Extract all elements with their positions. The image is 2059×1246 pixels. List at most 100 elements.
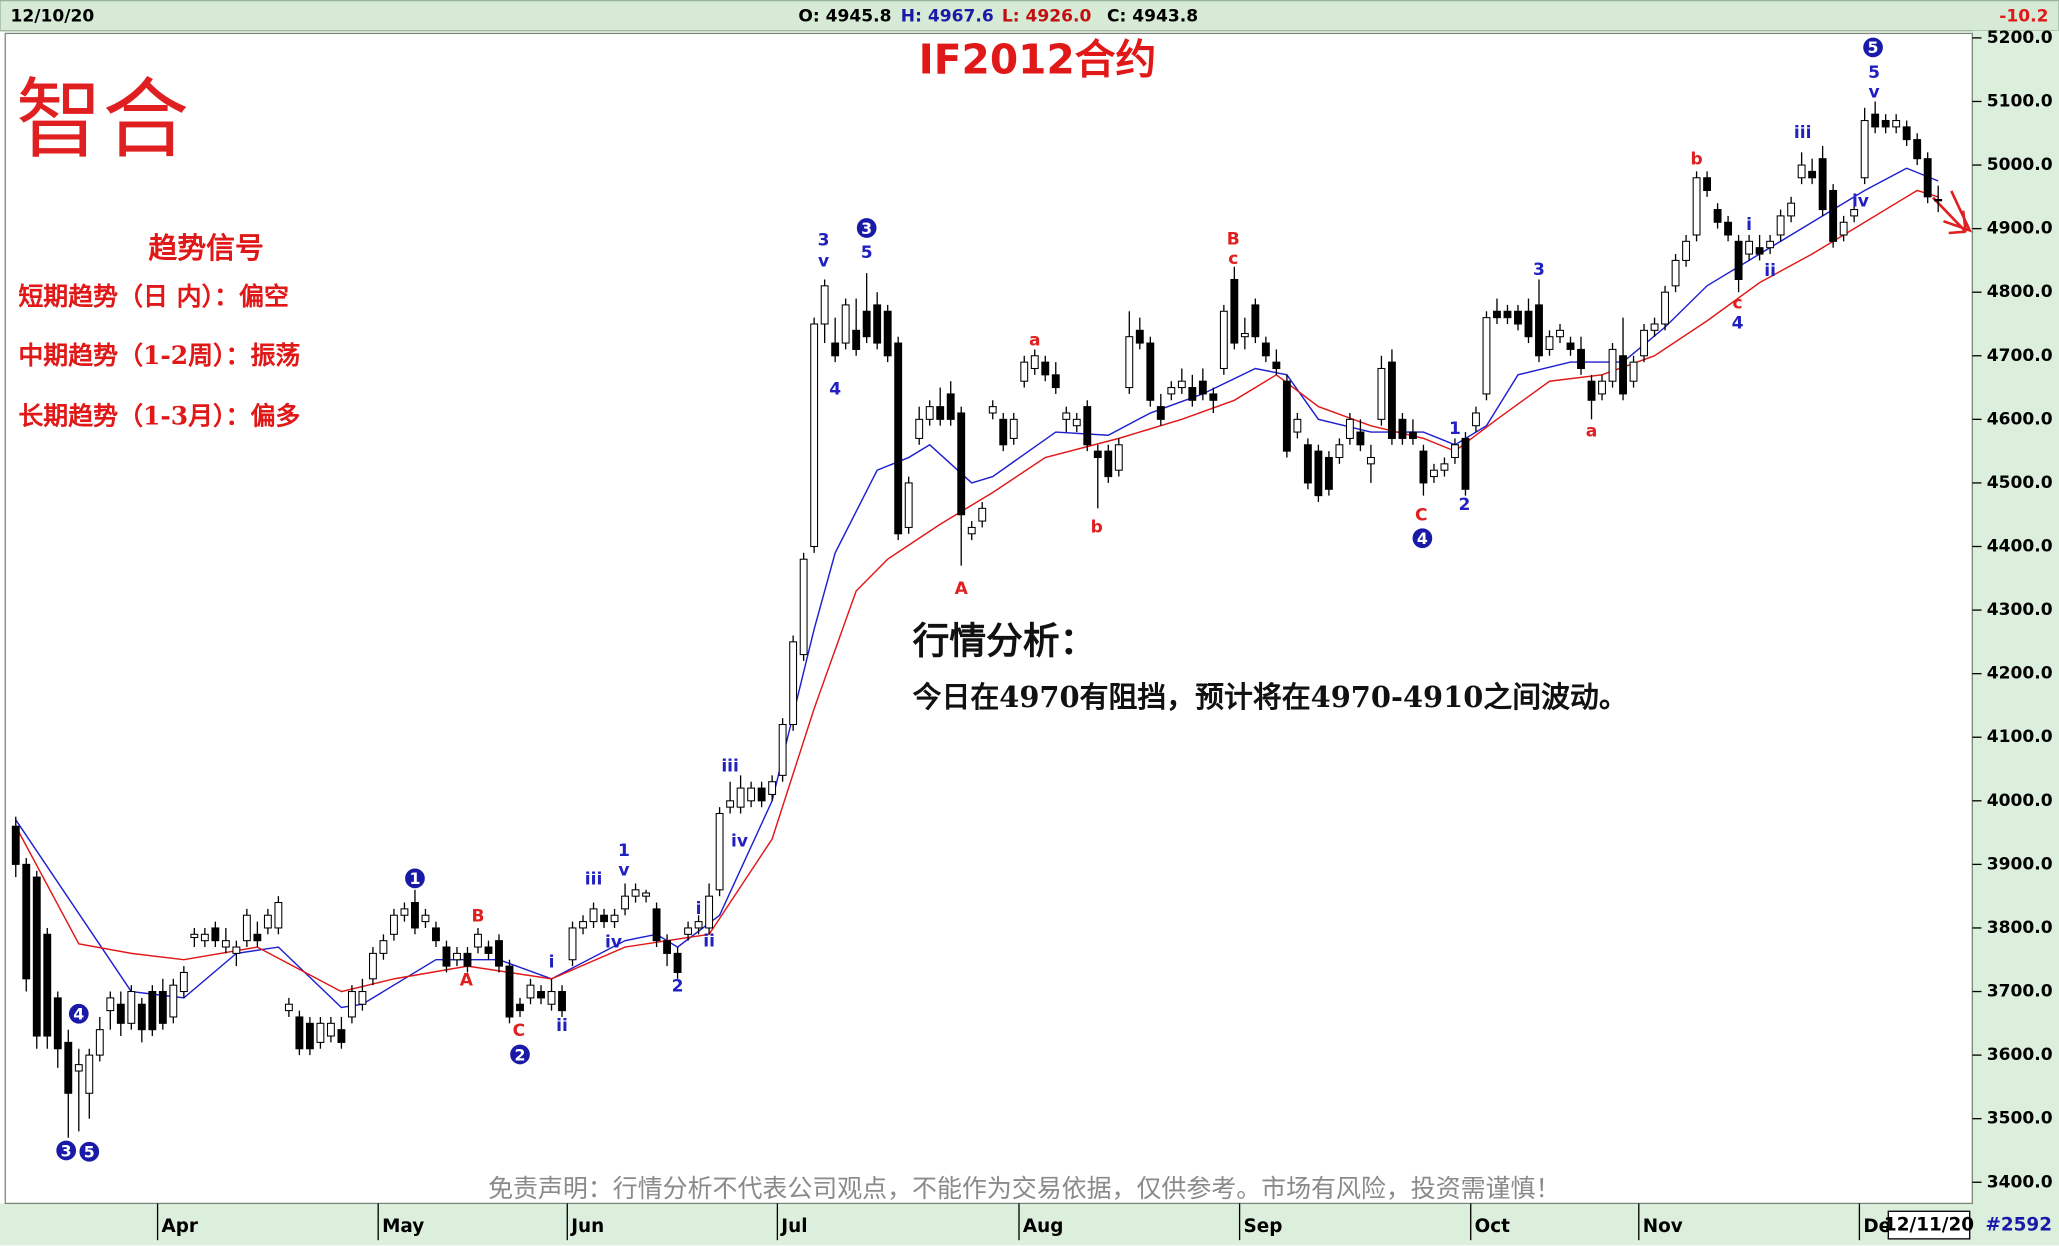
candle-body (190, 933, 199, 939)
candle-body (158, 991, 167, 1024)
candle-body (1335, 444, 1344, 459)
candle-body (1871, 113, 1880, 128)
candle-body (1240, 332, 1249, 338)
wave-circle (1411, 527, 1434, 550)
wave-label: c (1228, 249, 1238, 269)
candle-body (95, 1029, 104, 1056)
candle-body (1272, 361, 1281, 370)
candle-body (326, 1022, 335, 1037)
y-tick-label: 3800.0 (1987, 918, 2053, 938)
candle-body (390, 914, 398, 935)
candle-body (1146, 342, 1155, 401)
candle-body (200, 933, 209, 942)
candle-body (32, 876, 41, 1037)
x-axis-panel (0, 1203, 2059, 1246)
y-tick-label: 3400.0 (1987, 1172, 2053, 1192)
candle-body (1251, 304, 1260, 338)
candle-body (1535, 304, 1543, 357)
wave-label: iii (721, 756, 739, 776)
y-tick-label: 3700.0 (1987, 982, 2053, 1002)
candle-body (1587, 380, 1596, 401)
candle-body (673, 952, 682, 973)
candle-body (768, 781, 777, 795)
candle-body (1324, 456, 1333, 490)
candle-body (1913, 139, 1922, 160)
candle-body (1745, 240, 1754, 255)
wave-label: b (1690, 149, 1702, 169)
wave-label: 2 (515, 1045, 526, 1064)
analysis-title: 行情分析： (913, 619, 1097, 663)
candle-body (53, 997, 62, 1050)
signal-line: 长期趋势（1-3月）：偏多 (18, 402, 300, 431)
wave-label: 3 (861, 219, 872, 238)
candle-body (516, 1003, 524, 1012)
candle-body (852, 329, 861, 350)
wave-label: A (460, 971, 474, 991)
candle-body (43, 933, 52, 1037)
candle-body (778, 723, 787, 776)
candle-body (652, 908, 661, 942)
candle-body (1125, 336, 1134, 389)
candle-body (11, 825, 20, 865)
wave-label: 4 (1417, 529, 1428, 548)
candle-body (715, 812, 724, 891)
candle-body (1472, 412, 1480, 427)
candle-body (221, 940, 230, 948)
candle-body (1398, 418, 1407, 439)
candle-body (558, 991, 566, 1012)
candle-body (610, 914, 619, 923)
candle-body (1051, 374, 1060, 389)
candle-body (1934, 198, 1943, 202)
candle-body (1314, 450, 1323, 497)
candle-body (831, 342, 840, 357)
candle-body (1177, 380, 1186, 389)
header-close: C: 4943.8 (1107, 6, 1198, 26)
candle-body (337, 1029, 346, 1043)
candle-body (253, 933, 262, 942)
footer-date: 12/11/20 (1884, 1215, 1974, 1236)
candle-body (284, 1003, 293, 1012)
candle-body (1734, 240, 1743, 281)
candle-body (883, 310, 892, 357)
candle-body (936, 406, 945, 420)
candle-body (358, 991, 367, 1005)
y-axis-panel (1972, 30, 2059, 1246)
candle-body (642, 892, 651, 897)
wave-label: iv (1852, 191, 1869, 211)
wave-circle (78, 1140, 101, 1163)
y-tick-label: 5200.0 (1987, 28, 2053, 48)
candle-body (1608, 348, 1617, 382)
candle-body (526, 984, 535, 999)
wave-circle (67, 1002, 90, 1025)
wave-label: 1 (1449, 419, 1461, 439)
candle-body (127, 991, 136, 1024)
candle-body (1020, 361, 1029, 382)
candle-body (1219, 310, 1228, 370)
ma-line (15, 189, 1939, 993)
candle-body (1366, 456, 1375, 465)
y-tick-label: 4300.0 (1987, 600, 2053, 620)
candle-body (1671, 259, 1680, 287)
candle-body (1692, 177, 1701, 236)
candle-body (474, 933, 482, 948)
candle-body (810, 323, 819, 548)
candle-body (547, 991, 556, 1005)
y-tick-label: 3500.0 (1987, 1109, 2053, 1129)
candle-body (999, 418, 1008, 446)
candle-body (1724, 221, 1733, 236)
candle-body (1797, 164, 1806, 179)
candle-body (915, 418, 924, 439)
candle-body (432, 927, 440, 942)
wave-label: v (818, 252, 829, 272)
wave-label: a (1029, 331, 1041, 351)
candle-body (1619, 355, 1627, 395)
plot-frame (4, 32, 1973, 1205)
y-tick-label: 4400.0 (1987, 537, 2053, 557)
candle-body (1566, 342, 1575, 350)
wave-label: B (471, 907, 484, 927)
candle-body (1209, 393, 1218, 401)
candle-body (1839, 221, 1848, 236)
wave-label: v (1869, 83, 1880, 103)
candle-body (453, 952, 461, 961)
candle-body (232, 946, 241, 954)
